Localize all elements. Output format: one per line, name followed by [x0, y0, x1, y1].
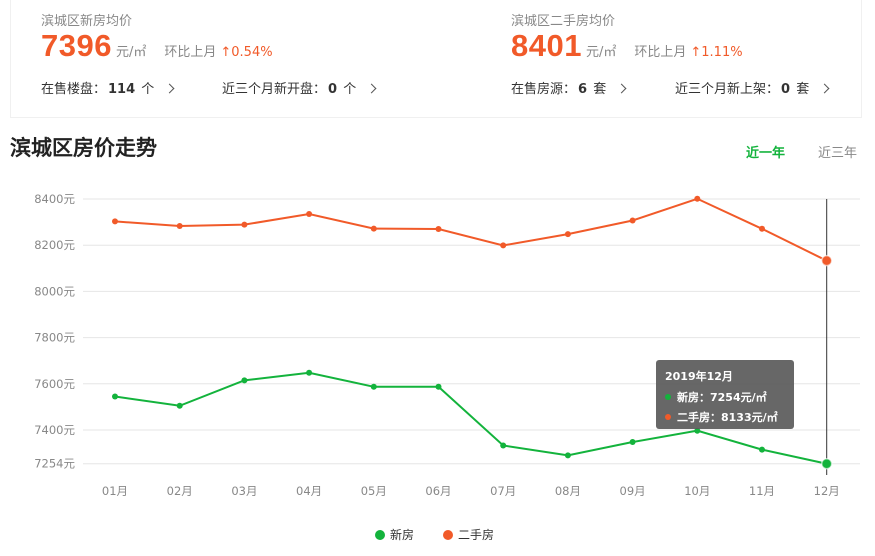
- second-hand-listing-unit: 套: [593, 82, 607, 97]
- second-hand-data-point: [759, 225, 765, 232]
- second-hand-recent-link[interactable]: 近三个月新上架： 0 套: [675, 78, 830, 97]
- y-tick-label: 7600元: [34, 377, 75, 391]
- second-hand-price: 8401: [511, 28, 582, 63]
- x-tick-label: 01月: [102, 484, 128, 498]
- new-home-recent-unit: 个: [343, 82, 357, 97]
- second-hand-data-point: [306, 211, 313, 218]
- x-tick-label: 08月: [555, 484, 581, 498]
- legend-item-second-hand[interactable]: 二手房: [443, 526, 494, 543]
- second-hand-recent-unit: 套: [796, 82, 810, 97]
- second-hand-data-point: [500, 242, 507, 249]
- second-hand-series-line: [114, 197, 828, 262]
- legend-new-home-label: 新房: [390, 528, 415, 542]
- legend-second-hand-label: 二手房: [458, 528, 495, 542]
- second-hand-price-unit: 元/㎡: [585, 45, 617, 60]
- y-tick-label: 8200元: [34, 238, 75, 252]
- second-hand-data-point: [820, 254, 833, 267]
- chevron-right-icon: [366, 83, 377, 94]
- new-home-series-line: [114, 371, 827, 465]
- new-home-price: 7396: [41, 28, 112, 63]
- second-hand-data-point: [564, 231, 571, 238]
- y-tick-label: 8000元: [34, 284, 75, 298]
- range-tab-one-year[interactable]: 近一年: [746, 146, 786, 161]
- tooltip-row-new-home: 新房：7254元/㎡: [665, 389, 767, 405]
- x-tick-label: 03月: [231, 484, 257, 498]
- new-home-listing-link[interactable]: 在售楼盘： 114 个: [41, 78, 175, 97]
- x-tick-label: 07月: [490, 484, 516, 498]
- new-home-listing-label: 在售楼盘：: [41, 82, 107, 97]
- x-tick-label: 05月: [361, 484, 387, 498]
- second-hand-label: 滨城区二手房均价: [511, 14, 616, 29]
- x-tick-label: 02月: [167, 484, 193, 498]
- y-tick-label: 8400元: [34, 192, 75, 206]
- new-home-recent-count: 0: [328, 82, 338, 97]
- range-tab-three-years[interactable]: 近三年: [818, 146, 858, 161]
- second-hand-data-point: [176, 223, 183, 230]
- second-hand-listing-count: 6: [578, 82, 588, 97]
- second-hand-data-point: [694, 195, 701, 202]
- new-home-price-unit: 元/㎡: [115, 45, 147, 60]
- price-summary-panel: 滨城区新房均价 7396 元/㎡ 环比上月 ↑0.54% 在售楼盘： 114 个 …: [10, 0, 862, 118]
- second-hand-listing-link[interactable]: 在售房源： 6 套: [511, 78, 627, 97]
- new-home-recent-link[interactable]: 近三个月新开盘： 0 个: [222, 78, 377, 97]
- new-home-listing-unit: 个: [141, 82, 155, 97]
- tooltip-second-hand-text: 二手房：8133元/㎡: [677, 411, 778, 424]
- new-home-listing-count: 114: [108, 82, 136, 97]
- second-hand-data-point: [370, 225, 377, 232]
- x-tick-label: 11月: [749, 484, 775, 498]
- new-home-mom-value: ↑0.54%: [220, 45, 273, 60]
- tooltip-title: 2019年12月: [665, 370, 733, 383]
- new-home-data-point: [759, 446, 765, 453]
- new-home-data-point: [112, 393, 118, 400]
- new-home-price-line: 7396 元/㎡ 环比上月 ↑0.54%: [41, 28, 273, 64]
- y-tick-label: 7400元: [34, 423, 75, 437]
- new-home-mom-label: 环比上月: [164, 45, 217, 60]
- second-hand-recent-count: 0: [781, 82, 791, 97]
- second-hand-data-point: [112, 218, 118, 225]
- x-tick-label: 10月: [684, 484, 710, 498]
- price-trend-line-chart: 8400元 8200元 8000元 7800元 7600元 7400元 7254元 01月 02…: [34, 192, 860, 498]
- chevron-right-icon: [165, 83, 175, 94]
- new-home-data-point: [564, 452, 571, 459]
- new-home-recent-label: 近三个月新开盘：: [222, 82, 327, 97]
- trend-section-title: 滨城区房价走势: [10, 136, 157, 160]
- new-home-data-point: [500, 442, 507, 449]
- second-hand-data-point: [435, 226, 442, 233]
- second-hand-price-line: 8401 元/㎡ 环比上月 ↑1.11%: [511, 28, 743, 64]
- x-tick-label: 06月: [425, 484, 451, 498]
- legend-new-home-dot-icon: [375, 529, 385, 540]
- second-hand-data-point: [241, 221, 248, 228]
- y-tick-label: 7254元: [34, 457, 75, 471]
- new-home-data-point: [629, 439, 636, 446]
- second-hand-recent-label: 近三个月新上架：: [675, 82, 780, 97]
- second-hand-listing-label: 在售房源：: [511, 82, 577, 97]
- new-home-data-point: [435, 383, 442, 390]
- legend-item-new-home[interactable]: 新房: [375, 526, 414, 543]
- legend-second-hand-dot-icon: [443, 529, 453, 540]
- new-home-data-point: [370, 383, 377, 390]
- second-hand-mom-label: 环比上月: [634, 45, 687, 60]
- new-home-data-point: [306, 369, 313, 376]
- x-tick-label: 04月: [296, 484, 322, 498]
- x-tick-label: 09月: [620, 484, 646, 498]
- chart-tooltip: 2019年12月 新房：7254元/㎡ 二手房：8133元/㎡: [656, 360, 794, 429]
- second-hand-mom-value: ↑1.11%: [690, 45, 743, 60]
- new-home-data-point: [241, 377, 248, 384]
- tooltip-new-home-text: 新房：7254元/㎡: [677, 391, 767, 404]
- second-hand-dot-icon: [665, 414, 671, 420]
- chevron-right-icon: [819, 83, 830, 94]
- new-home-data-point: [694, 427, 701, 434]
- new-home-label: 滨城区新房均价: [41, 14, 133, 29]
- x-tick-label: 12月: [814, 484, 840, 498]
- chevron-right-icon: [616, 83, 627, 94]
- second-hand-data-point: [629, 217, 636, 224]
- new-home-dot-icon: [665, 394, 671, 400]
- new-home-data-point: [820, 457, 833, 470]
- tooltip-row-second-hand: 二手房：8133元/㎡: [665, 409, 778, 425]
- y-tick-label: 7800元: [34, 331, 75, 345]
- chart-legend: 新房 二手房: [0, 526, 875, 544]
- new-home-data-point: [176, 402, 183, 409]
